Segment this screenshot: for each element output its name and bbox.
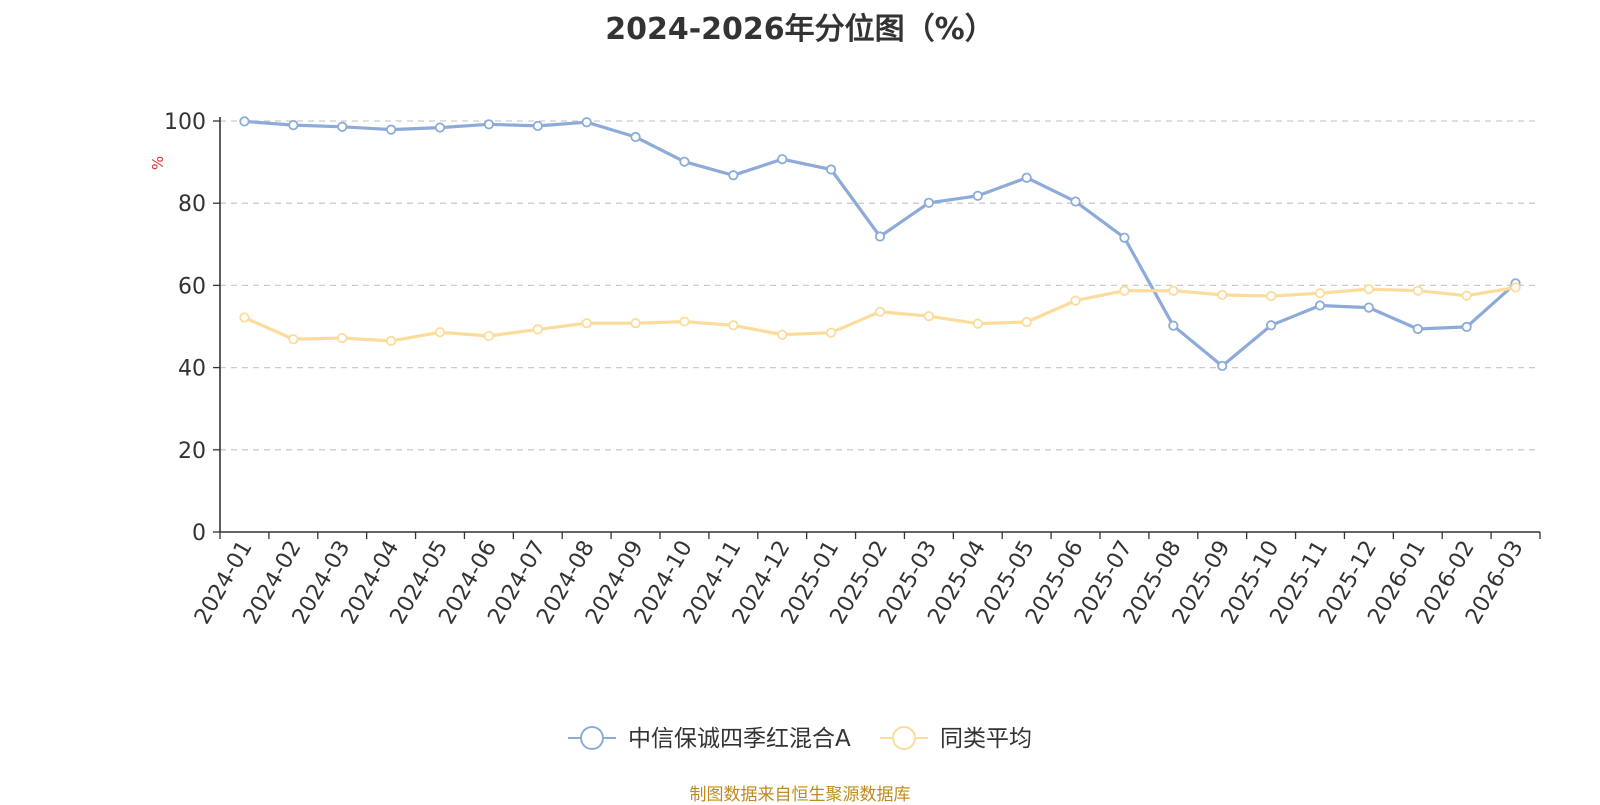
- y-axis-label: %: [149, 156, 167, 170]
- data-point-0-2024-11: [728, 170, 739, 181]
- legend-label-0: 中信保诚四季红混合A: [628, 726, 851, 752]
- data-point-1-2024-07: [532, 324, 543, 335]
- data-point-1-2026-01: [1412, 285, 1423, 296]
- data-point-1-2025-06: [1070, 295, 1081, 306]
- data-point-0-2025-11: [1314, 300, 1326, 311]
- data-point-0-2025-08: [1168, 320, 1179, 331]
- data-point-1-2024-05: [434, 327, 446, 338]
- data-point-0-2025-12: [1363, 302, 1374, 313]
- data-point-1-2025-08: [1168, 285, 1179, 296]
- data-point-0-2025-10: [1266, 320, 1277, 331]
- y-tick-label-40: 40: [178, 357, 206, 382]
- y-tick-label-60: 60: [178, 274, 206, 299]
- data-point-1-2026-02: [1461, 290, 1472, 301]
- data-point-1-2024-03: [337, 332, 348, 344]
- y-tick-label-100: 100: [164, 110, 206, 135]
- data-point-0-2025-07: [1119, 232, 1130, 243]
- data-point-1-2025-07: [1119, 285, 1130, 296]
- data-point-0-2024-05: [434, 122, 446, 133]
- data-point-0-2024-03: [337, 121, 348, 132]
- data-point-1-2024-01: [239, 312, 250, 323]
- data-point-1-2024-06: [483, 330, 494, 342]
- legend-marker-1: [892, 726, 916, 750]
- data-point-0-2024-10: [679, 156, 690, 167]
- data-point-1-2025-01: [826, 327, 837, 338]
- data-point-1-2025-09: [1217, 289, 1228, 300]
- data-point-1-2024-10: [679, 316, 690, 327]
- data-point-0-2024-01: [239, 116, 250, 127]
- data-point-1-2025-10: [1266, 290, 1277, 302]
- data-point-0-2024-09: [630, 131, 641, 143]
- data-point-1-2025-12: [1363, 283, 1374, 295]
- data-point-1-2024-02: [288, 334, 299, 345]
- data-point-1-2025-02: [874, 306, 886, 317]
- data-point-0-2024-07: [532, 120, 543, 132]
- data-point-1-2024-12: [777, 329, 788, 340]
- data-point-0-2024-02: [288, 120, 299, 131]
- data-point-0-2024-04: [386, 124, 397, 135]
- y-tick-label-80: 80: [178, 192, 206, 217]
- chart-title: 2024-2026年分位图（%）: [605, 12, 995, 47]
- legend-marker-0: [580, 726, 604, 750]
- legend-label-1: 同类平均: [940, 726, 1032, 752]
- data-point-0-2025-09: [1217, 360, 1228, 372]
- data-point-0-2025-06: [1070, 196, 1081, 207]
- data-point-1-2025-05: [1021, 316, 1032, 328]
- data-point-1-2025-03: [923, 311, 934, 322]
- data-point-0-2025-02: [874, 231, 886, 242]
- y-tick-label-0: 0: [192, 521, 206, 546]
- data-point-0-2025-04: [972, 190, 983, 201]
- data-point-0-2025-03: [923, 197, 934, 208]
- data-point-1-2025-11: [1314, 288, 1326, 299]
- data-point-0-2026-01: [1412, 323, 1423, 335]
- data-point-0-2025-01: [826, 164, 837, 175]
- source-note: 制图数据来自恒生聚源数据库: [689, 785, 911, 805]
- data-point-0-2024-08: [581, 117, 592, 128]
- data-point-0-2024-06: [483, 119, 494, 130]
- data-point-1-2026-03: [1510, 282, 1521, 293]
- data-point-0-2024-12: [777, 154, 788, 165]
- data-point-0-2025-05: [1021, 172, 1032, 183]
- data-point-1-2024-04: [386, 335, 397, 346]
- series-line-0: [244, 119, 1517, 368]
- data-point-1-2024-09: [630, 318, 641, 329]
- y-tick-label-20: 20: [178, 439, 206, 464]
- data-point-0-2026-02: [1461, 321, 1472, 333]
- data-point-1-2024-08: [581, 318, 592, 329]
- data-point-1-2024-11: [728, 320, 739, 331]
- data-point-1-2025-04: [972, 318, 983, 329]
